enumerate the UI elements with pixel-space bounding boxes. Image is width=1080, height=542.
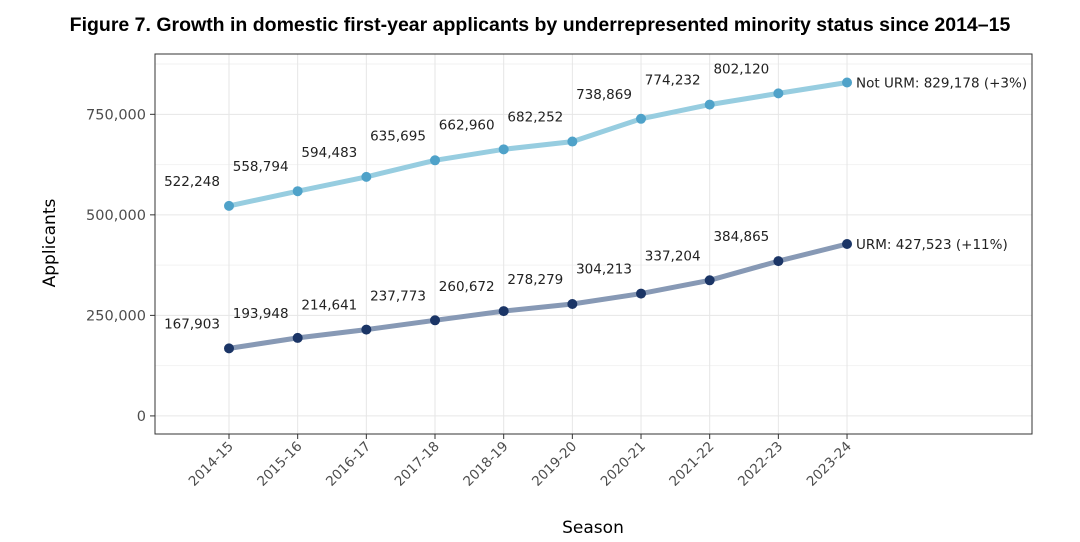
data-point (430, 155, 441, 166)
y-axis: 0 250,000 500,000 750,000 (86, 107, 155, 425)
x-tick-label: 2023-24 (804, 439, 855, 490)
data-point (361, 171, 372, 182)
y-tick-label: 250,000 (86, 308, 146, 324)
x-tick-label: 2018-19 (460, 439, 511, 490)
data-label: 337,204 (645, 248, 701, 264)
series-layer: 522,248 558,794 594,483 635,695 662,960 682,2… (164, 61, 1027, 354)
series-end-label: Not URM: 829,178 (+3%) (856, 75, 1027, 91)
data-label: 522,248 (164, 174, 220, 190)
data-point (567, 136, 578, 147)
x-tick-label: 2021-22 (666, 439, 717, 490)
data-label: 193,948 (233, 306, 289, 322)
data-label: 214,641 (301, 298, 357, 314)
series-line-not-urm (226, 80, 850, 209)
chart-title: Figure 7. Growth in domestic first-year … (69, 14, 1011, 36)
x-tick-label: 2015-16 (254, 439, 305, 490)
grid-minor (155, 63, 1032, 367)
data-point (842, 238, 853, 249)
data-label: 167,903 (164, 316, 220, 332)
data-label: 384,865 (713, 229, 769, 245)
data-point (498, 144, 509, 155)
data-label: 278,279 (507, 272, 563, 288)
x-axis-title: Season (562, 518, 624, 538)
data-point (498, 306, 509, 317)
data-label: 662,960 (439, 117, 495, 133)
data-point (567, 299, 578, 310)
data-label: 558,794 (233, 159, 289, 175)
data-label: 260,672 (439, 279, 495, 295)
x-tick-label: 2014-15 (186, 439, 237, 490)
data-point (292, 186, 303, 197)
series-line-urm (226, 241, 850, 351)
data-label: 594,483 (301, 145, 357, 161)
series-end-label: URM: 427,523 (+11%) (856, 237, 1008, 253)
data-label: 738,869 (576, 87, 632, 103)
y-axis-title: Applicants (40, 198, 60, 287)
x-tick-label: 2020-21 (598, 439, 649, 490)
data-point (773, 256, 784, 267)
grid-major (155, 54, 1032, 434)
data-label: 802,120 (713, 61, 769, 77)
data-label: 682,252 (507, 110, 563, 126)
x-tick-label: 2017-18 (392, 439, 443, 490)
data-point (292, 332, 303, 343)
y-tick-label: 0 (137, 409, 146, 425)
data-point (704, 275, 715, 286)
data-point (636, 288, 647, 299)
x-tick-label: 2016-17 (323, 439, 374, 490)
data-label: 635,695 (370, 128, 426, 144)
data-label: 237,773 (370, 288, 426, 304)
x-axis: 2014-15 2015-16 2016-17 2017-18 2018-19 2019-… (186, 434, 855, 490)
data-point (361, 324, 372, 335)
data-point (704, 99, 715, 110)
data-point (430, 315, 441, 326)
data-point (636, 113, 647, 124)
plot-panel-border (154, 53, 1033, 435)
data-point (224, 200, 234, 211)
y-tick-label: 500,000 (86, 208, 146, 224)
y-tick-label: 750,000 (86, 107, 146, 123)
x-tick-label: 2019-20 (529, 439, 580, 490)
data-label: 774,232 (645, 73, 701, 89)
data-point (842, 77, 853, 88)
data-point (224, 343, 234, 354)
data-label: 304,213 (576, 262, 632, 278)
x-tick-label: 2022-23 (735, 439, 786, 490)
data-point (773, 88, 784, 99)
